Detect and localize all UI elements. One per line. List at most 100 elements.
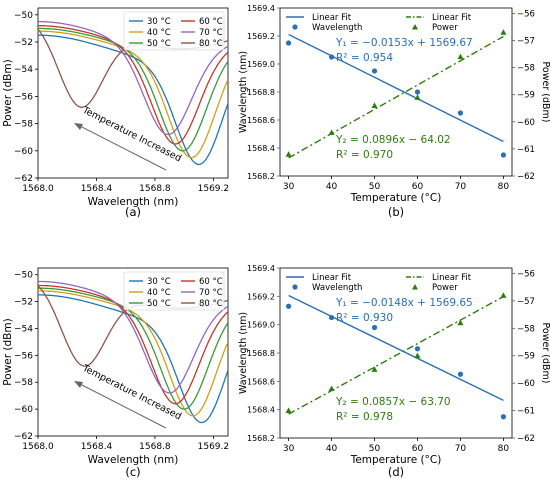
fit-chart-b: 30 40 50 60 70 80 1568.2 1568.4 1568.6 1568.8 1569…: [238, 4, 550, 219]
x-tick-label: 1569.2: [198, 184, 230, 194]
y-tick-label: 1568.2: [247, 172, 275, 181]
power-fit-line: [288, 296, 504, 415]
y-tick-label: 1569.4: [247, 4, 275, 13]
wavelength-point: [500, 414, 507, 420]
x-tick-label: 40: [326, 444, 338, 454]
legend-label: Power: [432, 283, 458, 293]
y-tick-label: 1569.2: [247, 32, 275, 41]
wavelength-point: [457, 110, 464, 116]
x-tick-label: 70: [455, 182, 467, 192]
plot-frame: [279, 267, 513, 439]
x-tick-label: 30: [283, 182, 295, 192]
power-point: [371, 366, 378, 372]
power-fit-line: [288, 35, 504, 159]
temperature-arrow-shaft: [79, 383, 167, 429]
y-tick-label: 1569.2: [247, 292, 275, 301]
y-tick-label: −52: [14, 38, 33, 48]
y-tick-label: −50: [14, 11, 33, 21]
wavelength-point: [371, 68, 378, 74]
x-tick-label: 1568.0: [22, 442, 54, 452]
panel-caption: (c): [125, 465, 140, 479]
legend-swatch: [412, 284, 418, 290]
y-right-tick-label: −58: [517, 64, 535, 74]
x-tick-label: 1568.0: [22, 184, 54, 194]
legend-label: 70 °C: [199, 288, 223, 298]
legend-swatch: [292, 24, 298, 30]
wavelength-point: [414, 89, 421, 95]
x-tick-label: 80: [498, 444, 510, 454]
legend-label: 70 °C: [199, 28, 223, 38]
x-tick-label: 1568.4: [81, 442, 113, 452]
wavelength-r-squared: R² = 0.954: [336, 52, 393, 64]
legend-label: 80 °C: [199, 39, 223, 49]
y-right-tick-label: −59: [517, 91, 535, 101]
x-axis-label: Temperature (°C): [350, 192, 442, 204]
y-tick-label: 1568.6: [247, 116, 275, 125]
x-tick-label: 1568.8: [139, 184, 171, 194]
y-axis-label: Power (dBm): [2, 318, 14, 385]
power-point: [414, 94, 421, 100]
wavelength-equation: Y₁ = −0.0153x + 1569.67: [335, 37, 473, 49]
y-tick-label: −62: [14, 432, 33, 442]
y-right-tick-label: −57: [517, 37, 535, 47]
x-tick-label: 1569.2: [198, 442, 230, 452]
temperature-arrow-shaft: [79, 125, 167, 171]
power-point: [457, 319, 464, 326]
y-tick-label: −58: [14, 120, 33, 130]
y-right-tick-label: −61: [517, 145, 535, 155]
panel-caption: (d): [388, 465, 404, 479]
x-axis-label: Wavelength (nm): [88, 454, 179, 466]
wavelength-r-squared: R² = 0.930: [336, 312, 393, 324]
y-right-axis-label: Power (dBm): [540, 323, 550, 384]
wavelength-equation: Y₁ = −0.0148x + 1569.65: [335, 297, 473, 309]
power-point: [414, 352, 421, 359]
power-point: [457, 53, 464, 60]
y-right-tick-label: −62: [517, 172, 535, 182]
wavelength-point: [371, 324, 378, 331]
y-tick-label: −56: [14, 351, 33, 361]
y-right-tick-label: −60: [517, 379, 535, 389]
y-right-tick-label: −57: [517, 297, 535, 307]
legend-label: Wavelength: [312, 23, 362, 33]
plot-frame: [37, 267, 229, 437]
y-right-tick-label: −61: [517, 407, 535, 417]
y-right-tick-label: −59: [517, 352, 535, 362]
y-axis-label: Wavelength (nm): [238, 51, 249, 133]
y-tick-label: −56: [14, 92, 33, 102]
wavelength-point: [285, 303, 292, 309]
x-tick-label: 60: [412, 444, 424, 454]
legend-label: 50 °C: [147, 299, 171, 309]
y-tick-label: 1569.0: [247, 321, 275, 330]
x-tick-label: 50: [369, 444, 381, 454]
spectrum-chart-a: 1568.0 1568.4 1568.8 1569.2 −62 −60 −58 −56 −54 −…: [2, 7, 230, 219]
legend-label: 50 °C: [147, 39, 171, 49]
wavelength-point: [500, 152, 507, 158]
power-r-squared: R² = 0.970: [336, 149, 393, 161]
y-tick-label: 1569.0: [247, 60, 275, 69]
legend-label: Linear Fit: [312, 273, 352, 283]
y-tick-label: −58: [14, 378, 33, 388]
legend-label: Linear Fit: [432, 13, 472, 23]
power-r-squared: R² = 0.978: [336, 411, 393, 423]
wavelength-fit-line: [288, 294, 504, 401]
wavelength-fit-line: [288, 33, 504, 143]
x-tick-label: 1568.4: [81, 184, 113, 194]
y-tick-label: −60: [14, 147, 33, 157]
y-tick-label: −50: [14, 271, 33, 281]
series-line-60: [38, 25, 228, 145]
x-tick-label: 50: [369, 182, 381, 192]
y-right-tick-label: −60: [517, 118, 535, 128]
power-equation: Y₂ = 0.0896x − 64.02: [335, 134, 451, 146]
legend-swatch: [412, 24, 418, 30]
y-tick-label: 1568.4: [247, 144, 275, 153]
series-line-70: [38, 20, 228, 136]
x-tick-label: 60: [412, 182, 424, 192]
fit-chart-d: 30 40 50 60 70 80 1568.2 1568.4 1568.6 1568.8 1569…: [238, 264, 550, 479]
wavelength-point: [328, 54, 335, 60]
power-point: [328, 129, 335, 136]
y-tick-label: −54: [14, 65, 33, 75]
y-tick-label: 1568.4: [247, 406, 275, 415]
x-tick-label: 80: [498, 182, 510, 192]
legend-label: Wavelength: [312, 283, 362, 293]
legend-label: 30 °C: [147, 17, 171, 27]
